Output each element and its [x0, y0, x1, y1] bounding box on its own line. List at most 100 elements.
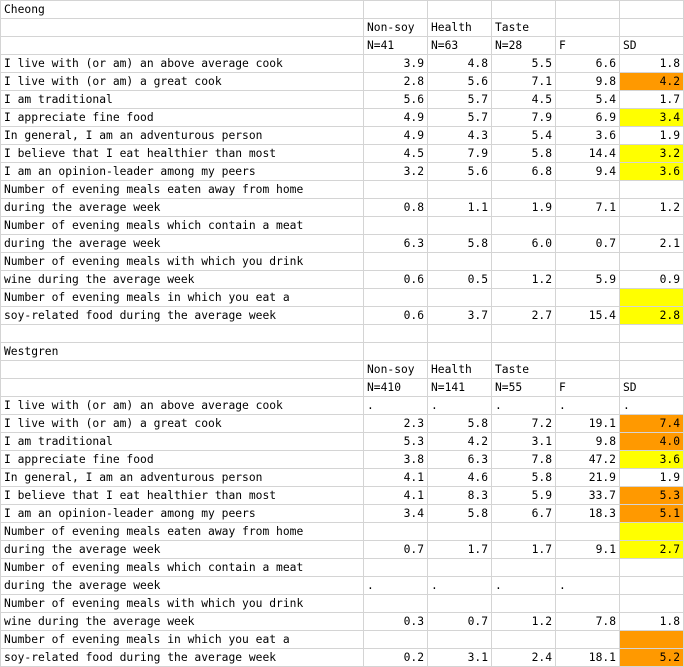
value-cell[interactable]: 18.1 [555, 648, 620, 667]
value-cell[interactable]: 4.3 [427, 126, 492, 145]
value-cell[interactable]: 33.7 [555, 486, 620, 505]
value-cell[interactable]: 1.2 [491, 612, 556, 631]
value-cell[interactable]: 2.3 [363, 414, 428, 433]
empty-cell[interactable] [491, 216, 556, 235]
value-cell[interactable]: 9.1 [555, 540, 620, 559]
empty-cell[interactable] [363, 216, 428, 235]
column-header[interactable] [555, 360, 620, 379]
empty-cell[interactable] [555, 252, 620, 271]
value-cell[interactable]: . [555, 576, 620, 595]
row-label[interactable]: I am traditional [0, 90, 364, 109]
sd-cell[interactable]: 2.1 [619, 234, 684, 253]
value-cell[interactable]: 14.4 [555, 144, 620, 163]
empty-cell[interactable] [555, 216, 620, 235]
value-cell[interactable]: 4.9 [363, 108, 428, 127]
value-cell[interactable]: 15.4 [555, 306, 620, 325]
sd-cell[interactable]: 1.9 [619, 468, 684, 487]
column-header[interactable] [555, 18, 620, 37]
column-header[interactable]: Health [427, 18, 492, 37]
empty-cell[interactable] [0, 378, 364, 397]
value-cell[interactable]: 6.3 [363, 234, 428, 253]
row-label-line1[interactable]: Number of evening meals in which you eat… [0, 288, 364, 307]
empty-cell[interactable] [491, 630, 556, 649]
value-cell[interactable]: 4.1 [363, 486, 428, 505]
sd-cell-top[interactable] [619, 558, 684, 577]
value-cell[interactable]: 5.8 [427, 504, 492, 523]
value-cell[interactable]: 1.2 [491, 270, 556, 289]
row-label[interactable]: I am an opinion-leader among my peers [0, 504, 364, 523]
value-cell[interactable]: 5.8 [427, 414, 492, 433]
row-label-line1[interactable]: Number of evening meals in which you eat… [0, 630, 364, 649]
row-label-line1[interactable]: Number of evening meals eaten away from … [0, 522, 364, 541]
empty-cell[interactable] [491, 342, 556, 361]
empty-cell[interactable] [427, 324, 492, 343]
column-header[interactable]: N=141 [427, 378, 492, 397]
value-cell[interactable]: 6.9 [555, 108, 620, 127]
sd-cell[interactable]: 5.2 [619, 648, 684, 667]
row-label[interactable]: I appreciate fine food [0, 450, 364, 469]
value-cell[interactable]: 7.8 [555, 612, 620, 631]
row-label[interactable]: I live with (or am) an above average coo… [0, 396, 364, 415]
column-header[interactable]: Non-soy [363, 360, 428, 379]
section-title[interactable]: Cheong [0, 0, 364, 19]
row-label[interactable]: I believe that I eat healthier than most [0, 486, 364, 505]
value-cell[interactable]: 5.8 [491, 144, 556, 163]
value-cell[interactable]: 4.5 [363, 144, 428, 163]
empty-cell[interactable] [363, 342, 428, 361]
value-cell[interactable]: . [363, 576, 428, 595]
value-cell[interactable]: 4.6 [427, 468, 492, 487]
row-label[interactable]: I live with (or am) a great cook [0, 72, 364, 91]
sd-cell[interactable]: 1.9 [619, 126, 684, 145]
sd-cell[interactable]: 5.3 [619, 486, 684, 505]
value-cell[interactable]: 5.6 [363, 90, 428, 109]
empty-cell[interactable] [491, 252, 556, 271]
value-cell[interactable]: 7.9 [427, 144, 492, 163]
value-cell[interactable]: 3.8 [363, 450, 428, 469]
row-label-line1[interactable]: Number of evening meals with which you d… [0, 252, 364, 271]
empty-cell[interactable] [491, 324, 556, 343]
value-cell[interactable]: 5.6 [427, 72, 492, 91]
value-cell[interactable]: 4.9 [363, 126, 428, 145]
row-label-line1[interactable]: Number of evening meals which contain a … [0, 216, 364, 235]
row-label-line2[interactable]: during the average week [0, 198, 364, 217]
value-cell[interactable]: 6.8 [491, 162, 556, 181]
value-cell[interactable]: 0.8 [363, 198, 428, 217]
empty-cell[interactable] [491, 558, 556, 577]
section-title[interactable]: Westgren [0, 342, 364, 361]
value-cell[interactable]: . [427, 576, 492, 595]
value-cell[interactable]: 5.8 [427, 234, 492, 253]
empty-cell[interactable] [363, 0, 428, 19]
empty-cell[interactable] [363, 324, 428, 343]
row-label[interactable]: In general, I am an adventurous person [0, 126, 364, 145]
value-cell[interactable]: 3.9 [363, 54, 428, 73]
value-cell[interactable]: 5.4 [555, 90, 620, 109]
empty-cell[interactable] [427, 522, 492, 541]
sd-cell-top[interactable] [619, 522, 684, 541]
row-label[interactable]: I believe that I eat healthier than most [0, 144, 364, 163]
empty-cell[interactable] [555, 342, 620, 361]
empty-cell[interactable] [619, 0, 684, 19]
value-cell[interactable]: 3.1 [491, 432, 556, 451]
sd-cell[interactable]: . [619, 396, 684, 415]
value-cell[interactable]: 9.8 [555, 72, 620, 91]
sd-cell-top[interactable] [619, 288, 684, 307]
value-cell[interactable]: 3.4 [363, 504, 428, 523]
empty-cell[interactable] [0, 36, 364, 55]
sd-cell-top[interactable] [619, 630, 684, 649]
value-cell[interactable]: 7.1 [491, 72, 556, 91]
row-label[interactable]: I live with (or am) a great cook [0, 414, 364, 433]
empty-cell[interactable] [555, 630, 620, 649]
sd-cell[interactable]: 3.4 [619, 108, 684, 127]
sd-cell-top[interactable] [619, 594, 684, 613]
sd-cell[interactable]: 2.7 [619, 540, 684, 559]
empty-cell[interactable] [427, 558, 492, 577]
empty-cell[interactable] [491, 180, 556, 199]
value-cell[interactable]: 8.3 [427, 486, 492, 505]
value-cell[interactable]: . [491, 396, 556, 415]
value-cell[interactable]: 1.1 [427, 198, 492, 217]
value-cell[interactable]: 6.7 [491, 504, 556, 523]
sd-cell-top[interactable] [619, 216, 684, 235]
sd-cell[interactable]: 4.0 [619, 432, 684, 451]
row-label[interactable]: In general, I am an adventurous person [0, 468, 364, 487]
empty-cell[interactable] [427, 216, 492, 235]
